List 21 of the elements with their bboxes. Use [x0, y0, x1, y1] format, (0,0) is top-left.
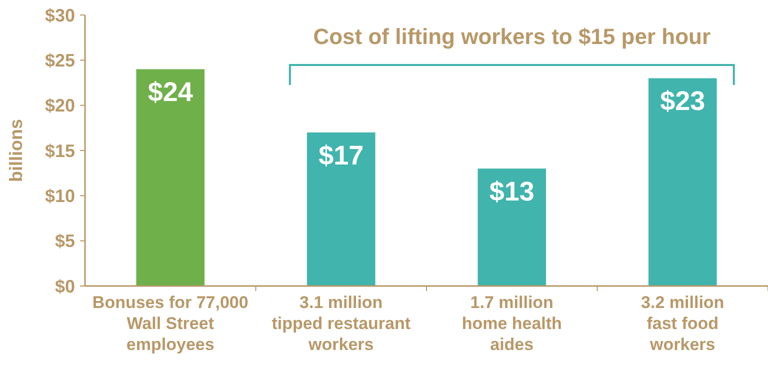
y-axis-title: billions [6, 119, 26, 182]
x-tick-label: Bonuses for 77,000 Wall Street employees [92, 293, 248, 354]
y-tick-label: $15 [44, 140, 75, 161]
x-tick-label: 3.2 million fast food workers [641, 293, 724, 354]
bar [648, 78, 717, 286]
data-label: $23 [660, 86, 706, 116]
y-tick-label: $0 [54, 276, 75, 296]
y-tick-label: $5 [54, 231, 75, 252]
bar [136, 69, 205, 286]
bar [306, 132, 376, 286]
bar [478, 168, 546, 286]
annotation: Cost of lifting workers to $15 per hour [313, 24, 711, 49]
y-tick-label: $10 [44, 186, 75, 206]
y-tick-label: $25 [44, 50, 75, 70]
data-label: $24 [148, 77, 193, 108]
data-label: $13 [489, 176, 534, 207]
data-label: $17 [318, 140, 364, 170]
x-tick-label: 1.7 million home health aides [462, 293, 562, 354]
x-tick-label: 3.1 million tipped restaurant workers [272, 293, 411, 354]
y-tick-label: $30 [44, 5, 75, 26]
y-tick-label: $20 [44, 96, 75, 116]
